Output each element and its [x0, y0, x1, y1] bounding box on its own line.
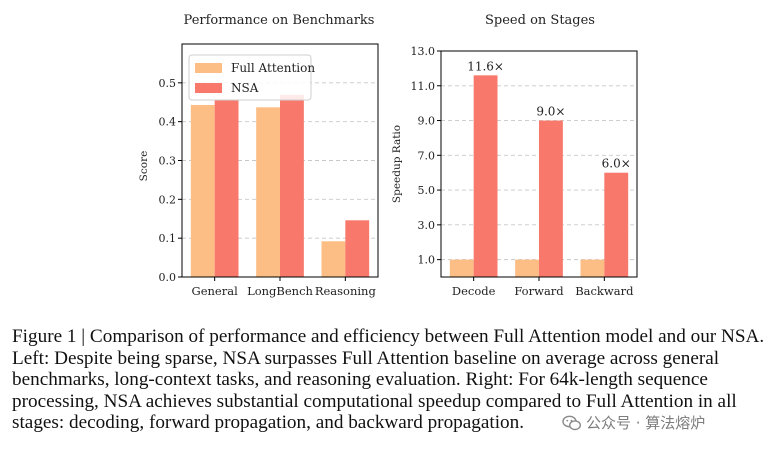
watermark: 公众号 · 算法熔炉 [560, 412, 710, 433]
y-tick-label: 0.2 [159, 193, 177, 206]
bar-series-1 [473, 75, 498, 277]
caption-line: benchmarks, long-context tasks, and reas… [12, 369, 708, 391]
bar-nsa [280, 94, 304, 277]
chart-performance: Performance on Benchmarks Score 0.00.10.… [138, 13, 379, 298]
figure: Performance on Benchmarks Score 0.00.10.… [138, 13, 638, 298]
watermark-text: 公众号 · 算法熔炉 [586, 414, 706, 432]
x-tick-label: LongBench [247, 284, 313, 298]
bar-nsa [345, 220, 370, 277]
y-tick-label: 11.0 [411, 80, 436, 93]
legend-label-nsa: NSA [231, 81, 259, 95]
y-tick-label: 0.4 [159, 116, 177, 129]
y-tick-label: 7.0 [418, 149, 436, 162]
bar-series-0 [449, 259, 474, 277]
bar-series-1 [604, 172, 629, 277]
wechat-icon [562, 415, 582, 431]
x-tick-label: Forward [514, 284, 564, 298]
plot-frame [181, 43, 379, 278]
caption-line: processing, NSA achieves substantial com… [12, 390, 737, 412]
y-tick-label: 1.0 [418, 254, 436, 267]
data-label: 9.0× [536, 105, 565, 119]
y-tick-label: 13.0 [411, 45, 436, 58]
chart-title: Performance on Benchmarks [184, 13, 375, 28]
y-tick-label: 0.5 [159, 77, 177, 90]
legend-swatch-full-attention [195, 63, 222, 73]
y-axis-label: Score [138, 151, 150, 182]
x-tick-label: Reasoning [315, 284, 377, 298]
chart-title: Speed on Stages [485, 13, 595, 28]
caption-line: Left: Despite being sparse, NSA surpasse… [12, 347, 720, 369]
chart-speed: Speed on Stages Speedup Ratio 11.6× 9.0× 6… [391, 13, 638, 298]
x-tick-label: General [192, 284, 239, 298]
caption-line: stages: decoding, forward propagation, a… [12, 412, 525, 434]
y-tick-label: 0.0 [159, 271, 177, 284]
bar-group [190, 94, 370, 278]
tick-labels: 0.0 0.1 0.2 0.3 0.4 0.5 General LongBench Reason… [159, 77, 377, 298]
y-tick-label: 5.0 [418, 184, 436, 197]
x-tick-label: Backward [575, 284, 634, 298]
y-tick-label: 3.0 [418, 219, 436, 232]
bar-series-0 [580, 259, 605, 277]
y-axis-label: Speedup Ratio [391, 125, 403, 203]
y-tick-label: 0.1 [159, 232, 177, 245]
x-tick-label: Decode [452, 284, 496, 298]
legend: Full Attention NSA [188, 54, 315, 101]
y-tick-label: 0.3 [159, 155, 177, 168]
bar-series-0 [515, 259, 539, 277]
y-tick-label: 9.0 [418, 115, 436, 128]
caption-line: Figure 1 | Comparison of performance and… [12, 326, 765, 347]
plot-frame [440, 50, 638, 278]
bar-full-attention [321, 241, 346, 277]
bar-series-1 [539, 120, 563, 278]
tick-labels: 1.0 3.0 5.0 7.0 9.0 11.0 13.0 Decode Forward Back… [411, 45, 635, 298]
data-label: 11.6× [467, 59, 504, 73]
legend-label-full-attention: Full Attention [231, 61, 315, 75]
bar-group: 11.6× 9.0× 6.0× [449, 59, 631, 278]
legend-swatch-nsa [195, 83, 222, 93]
bar-full-attention [190, 104, 215, 278]
bar-nsa [214, 99, 239, 277]
bar-full-attention [256, 107, 280, 277]
figure-caption: Figure 1 | Comparison of performance and… [12, 326, 777, 434]
data-label: 6.0× [602, 157, 631, 171]
